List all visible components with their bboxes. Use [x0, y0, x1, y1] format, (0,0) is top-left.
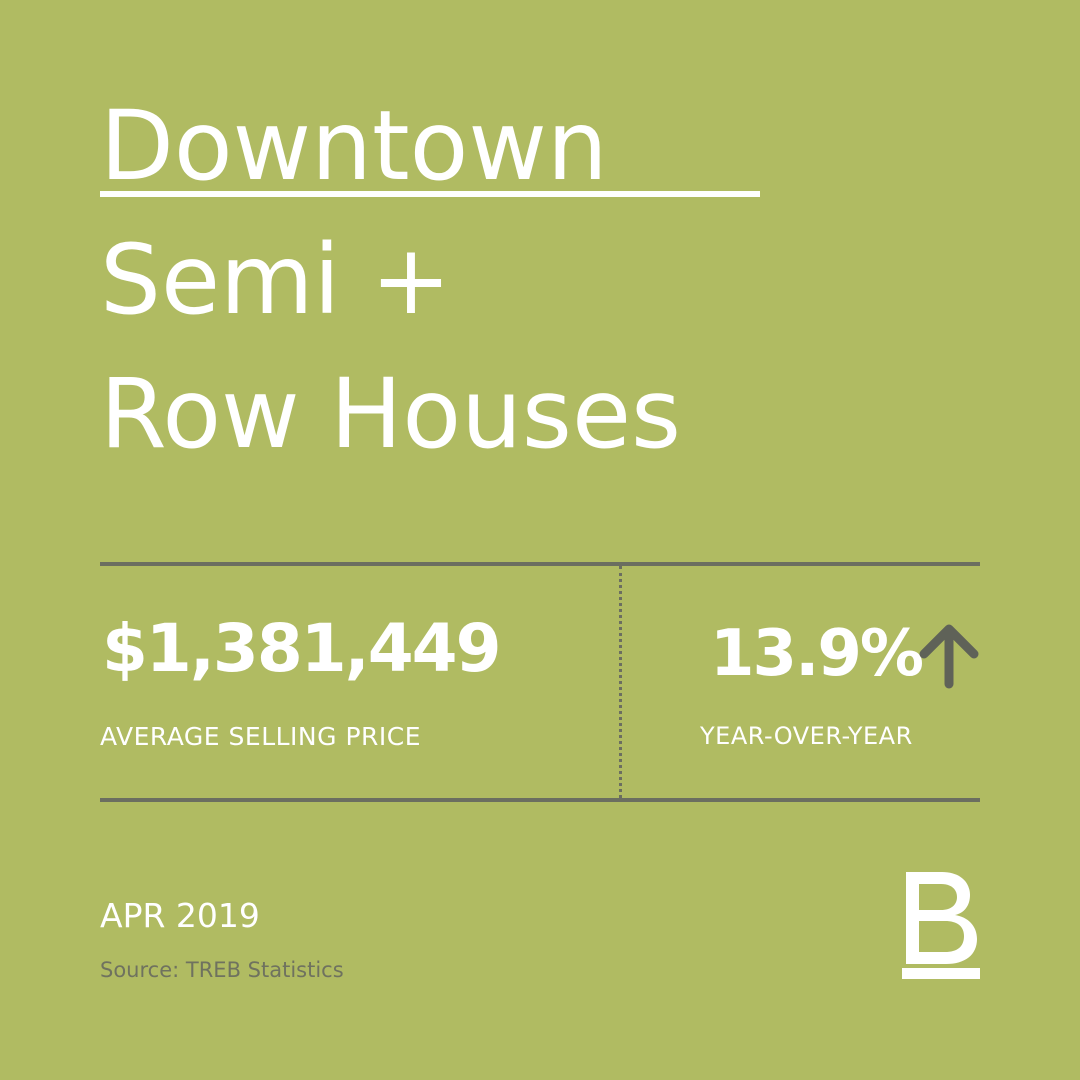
title-underline	[100, 191, 760, 197]
stats-divider	[619, 566, 622, 798]
data-source: Source: TREB Statistics	[100, 958, 344, 982]
yoy-change-value: 13.9%	[710, 617, 924, 691]
title-property-type-line2: Row Houses	[100, 358, 682, 470]
average-price-label: AVERAGE SELLING PRICE	[100, 722, 422, 751]
stats-bottom-rule	[100, 798, 980, 802]
title-neighbourhood: Downtown	[100, 90, 608, 202]
yoy-change-label: YEAR-OVER-YEAR	[700, 722, 913, 750]
stats-top-rule	[100, 562, 980, 566]
title-property-type-line1: Semi +	[100, 224, 452, 336]
brand-b-logo	[902, 872, 980, 979]
report-date: APR 2019	[100, 896, 260, 935]
average-price-value: $1,381,449	[102, 610, 502, 687]
arrow-up-icon	[919, 624, 979, 689]
